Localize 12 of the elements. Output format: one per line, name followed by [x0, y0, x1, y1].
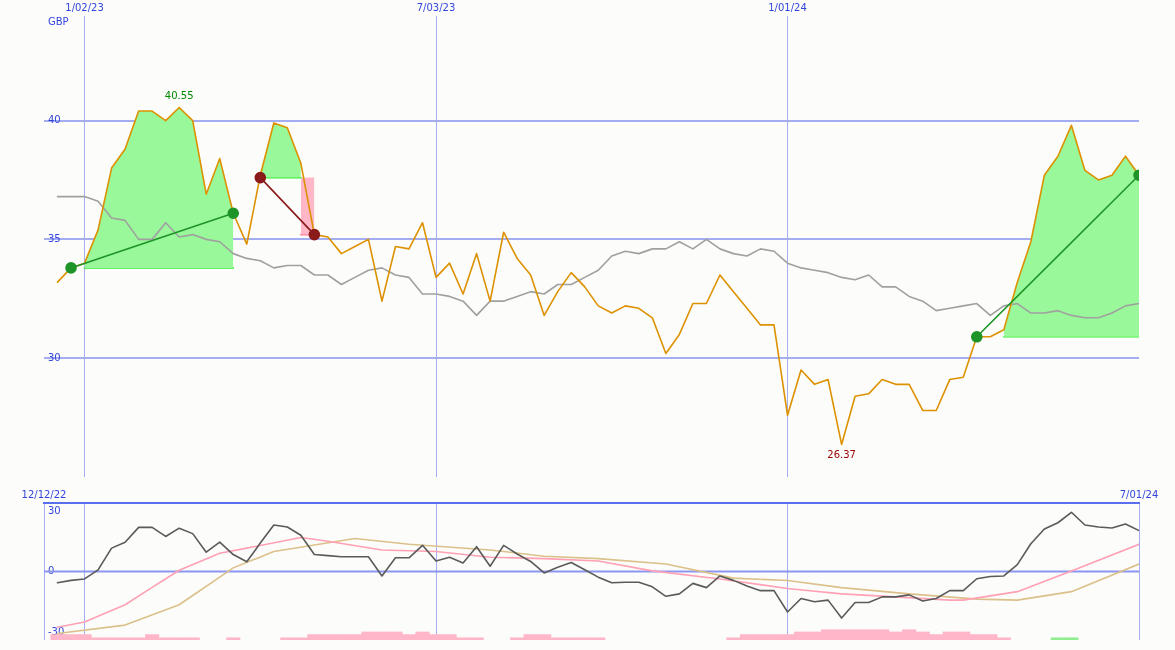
annotation: 40.55 — [164, 90, 194, 102]
y-tick-label: 30 — [48, 504, 61, 516]
y-axis-title: GBP — [48, 15, 69, 27]
x-tick-label: 12/12/22 — [21, 488, 67, 500]
x-tick-label: 1/02/23 — [65, 1, 104, 13]
x-tick-label: 7/03/23 — [416, 1, 456, 13]
y-tick-label: 35 — [48, 232, 61, 244]
y-tick-label: 40 — [48, 114, 61, 126]
annotation: 26.37 — [827, 449, 856, 461]
y-tick-label: 30 — [48, 351, 61, 363]
x-tick-label: 1/01/24 — [768, 1, 807, 13]
x-tick-label: 7/01/24 — [1119, 488, 1159, 500]
